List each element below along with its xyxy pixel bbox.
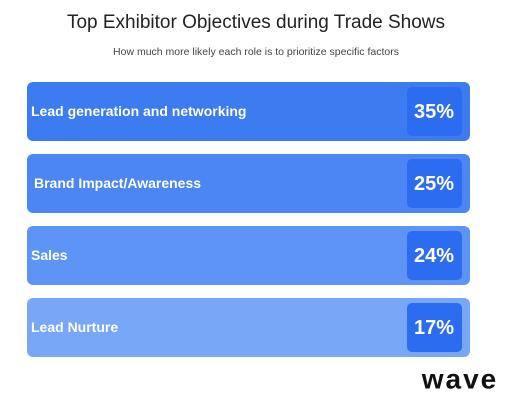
value-box [407,87,462,136]
bar [27,154,470,213]
bar [27,82,470,141]
item-label: Lead Nurture [31,319,118,335]
bar [27,298,470,357]
value-box [407,159,462,208]
item-value: 24% [414,245,454,267]
item-label: Sales [31,247,68,263]
brand-logo: wave [421,363,499,394]
rows: Lead generation and networking 35% Brand I… [27,82,470,357]
item-value: 35% [414,101,454,123]
item-value: 17% [414,317,454,339]
title: Top Exhibitor Objectives during Trade Sh… [67,12,445,33]
subtitle: How much more likely each role is to pri… [113,46,399,58]
item-label: Brand Impact/Awareness [34,175,201,191]
value-box [407,231,462,280]
bar [27,226,470,285]
item-value: 25% [414,173,454,195]
item-label: Lead generation and networking [31,103,246,119]
value-box [407,303,462,352]
